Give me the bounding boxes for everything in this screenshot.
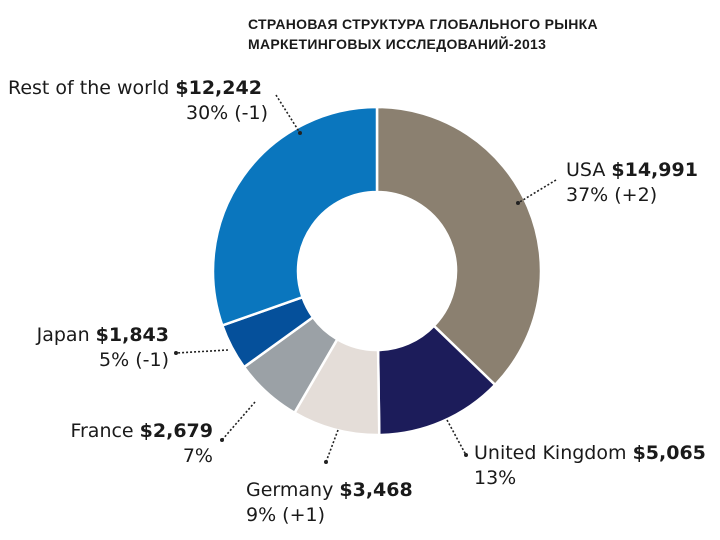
leader-dot-usa xyxy=(516,201,520,205)
slice-share: 13% xyxy=(474,467,517,489)
slice-name: Rest of the world xyxy=(8,77,170,99)
slice-label-france: France $2,679 7% xyxy=(70,419,213,469)
slice-label-united-kingdom: United Kingdom $5,065 13% xyxy=(474,441,706,491)
leader-dot-united-kingdom xyxy=(464,453,468,457)
leader-line-rest-of-the-world xyxy=(275,94,301,134)
slice-name: USA xyxy=(566,159,606,181)
leader-line-united-kingdom xyxy=(446,419,467,456)
donut-slice-rest-of-the-world xyxy=(211,105,379,328)
slice-amount: $5,065 xyxy=(632,442,706,464)
slice-amount: $1,843 xyxy=(95,324,169,346)
chart-title: СТРАНОВАЯ СТРУКТУРА ГЛОБАЛЬНОГО РЫНКА МА… xyxy=(248,14,713,54)
slice-amount: $2,679 xyxy=(139,420,213,442)
leader-line-usa xyxy=(517,179,557,204)
slice-name: France xyxy=(70,420,134,442)
chart-title-line-1: СТРАНОВАЯ СТРУКТУРА ГЛОБАЛЬНОГО РЫНКА xyxy=(248,16,598,32)
leader-line-france xyxy=(221,401,256,441)
donut-slices xyxy=(211,105,543,437)
leader-dot-rest-of-the-world xyxy=(298,131,302,135)
leader-dot-japan xyxy=(174,351,178,355)
slice-amount: $12,242 xyxy=(175,77,262,99)
donut-slice-usa xyxy=(375,105,543,387)
slice-label-rest-of-the-world: Rest of the world $12,242 30% (-1) xyxy=(8,76,268,126)
slice-amount: $3,468 xyxy=(339,479,413,501)
slice-name: Germany xyxy=(246,479,334,501)
leader-dot-germany xyxy=(324,460,328,464)
leader-line-germany xyxy=(325,429,339,463)
slice-amount: $14,991 xyxy=(611,159,698,181)
chart-title-line-2: МАРКЕТИНГОВЫХ ИССЛЕДОВАНИЙ-2013 xyxy=(248,36,547,52)
slice-name: United Kingdom xyxy=(474,442,627,464)
slice-name: Japan xyxy=(36,324,90,346)
slice-label-usa: USA $14,991 37% (+2) xyxy=(566,158,698,208)
slice-share: 30% (-1) xyxy=(186,102,269,124)
leader-line-japan xyxy=(175,349,229,354)
slice-share: 9% (+1) xyxy=(246,504,326,526)
slice-share: 7% xyxy=(182,445,213,467)
slice-share: 37% (+2) xyxy=(566,184,658,206)
label-leader-lines xyxy=(174,94,557,464)
leader-dot-france xyxy=(220,438,224,442)
slice-label-germany: Germany $3,468 9% (+1) xyxy=(246,478,413,528)
slice-label-japan: Japan $1,843 5% (-1) xyxy=(37,323,169,373)
slice-share: 5% (-1) xyxy=(99,349,169,371)
